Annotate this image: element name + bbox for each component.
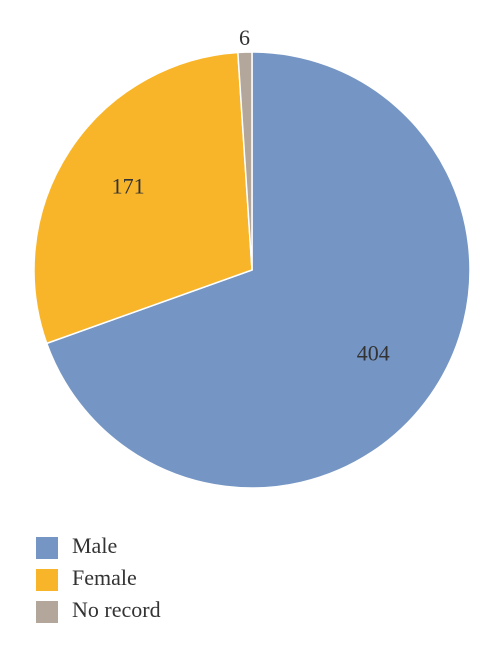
pie-slice	[33, 51, 253, 345]
legend-swatch	[36, 569, 58, 591]
legend-label: No record	[72, 597, 161, 622]
legend-label: Male	[72, 533, 117, 558]
legend-label: Female	[72, 565, 137, 590]
legend-swatch	[36, 601, 58, 623]
data-label: 171	[112, 174, 145, 199]
data-label: 404	[357, 340, 390, 365]
legend-swatch	[36, 537, 58, 559]
pie-slice	[237, 51, 253, 271]
pie-slice	[45, 51, 471, 489]
data-label: 6	[239, 25, 250, 50]
